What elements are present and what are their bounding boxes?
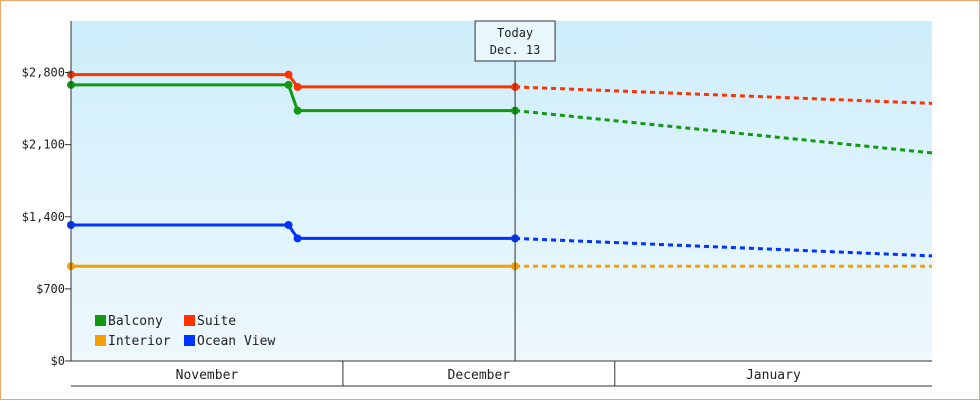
- today-marker: Today Dec. 13: [474, 20, 556, 361]
- month-label: November: [176, 368, 239, 383]
- data-point: [284, 70, 293, 79]
- today-box: [474, 20, 556, 62]
- data-point: [284, 80, 293, 89]
- y-tick-label: $700: [36, 282, 65, 296]
- plot-area: [71, 21, 932, 361]
- forecast-line: [514, 109, 933, 155]
- y-tick-label: $1,400: [22, 210, 65, 224]
- month-label: December: [448, 368, 511, 383]
- y-tick-label: $2,100: [22, 138, 65, 152]
- legend-label: Suite: [197, 314, 236, 329]
- legend-swatch: [95, 335, 106, 346]
- series-balcony: [67, 80, 933, 155]
- data-point: [293, 82, 302, 91]
- legend-swatch: [184, 335, 195, 346]
- data-point: [293, 234, 302, 243]
- actual-line: [71, 223, 516, 240]
- legend-swatch: [184, 315, 195, 326]
- y-tick-group: $0 $700 $1,400 $2,100 $2,800: [22, 66, 71, 368]
- legend-swatch: [95, 315, 106, 326]
- series-suite: [67, 70, 933, 105]
- series-layer: [67, 70, 933, 271]
- data-point: [293, 106, 302, 115]
- month-axis: November December January: [71, 361, 932, 387]
- legend: Balcony Suite Interior Ocean View: [95, 314, 275, 349]
- y-tick-label: $0: [51, 354, 65, 368]
- series-ocean-view: [67, 221, 933, 258]
- forecast-line: [515, 236, 933, 258]
- actual-line: [71, 83, 516, 113]
- y-tick-label: $2,800: [22, 66, 65, 80]
- today-date: Dec. 13: [490, 43, 541, 57]
- legend-label: Ocean View: [197, 334, 275, 349]
- data-point: [284, 221, 293, 229]
- forecast-line: [515, 85, 933, 105]
- legend-label: Interior: [108, 334, 171, 349]
- legend-label: Balcony: [108, 314, 163, 329]
- actual-line: [71, 73, 516, 89]
- today-label: Today: [497, 26, 533, 40]
- month-label: January: [746, 368, 801, 383]
